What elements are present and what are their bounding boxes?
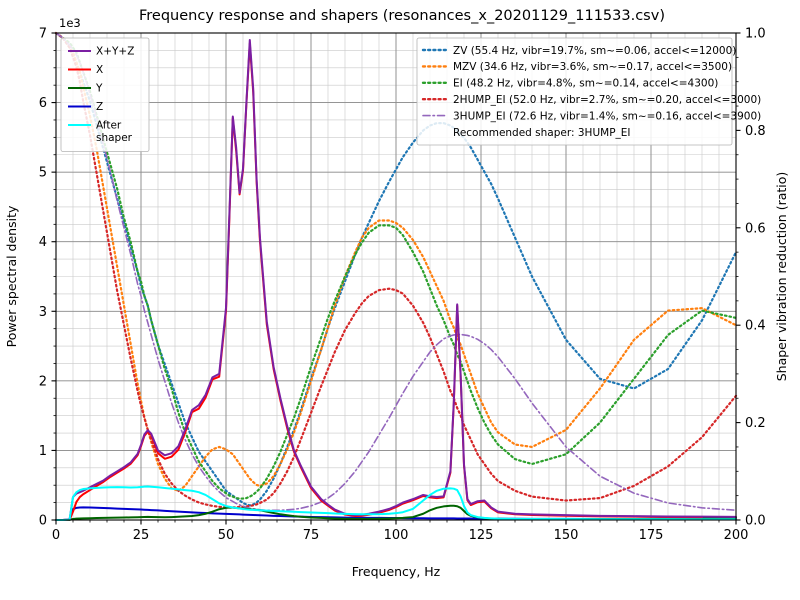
legend-left-label-3: Z — [96, 101, 103, 113]
legend-right-label-0: ZV (55.4 Hz, vibr=19.7%, sm~=0.06, accel… — [453, 45, 736, 57]
chart-title: Frequency response and shapers (resonanc… — [139, 8, 665, 24]
x-axis-title: Frequency, Hz — [352, 564, 441, 579]
y-left-tick-label: 7 — [39, 27, 47, 42]
y-right-tick-label: 0.6 — [745, 221, 766, 236]
y-left-tick-label: 4 — [39, 235, 47, 250]
y-left-tick-label: 6 — [39, 96, 47, 111]
y-right-tick-label: 0.0 — [745, 514, 766, 529]
x-tick-label: 200 — [724, 528, 749, 543]
y-right-tick-label: 0.8 — [745, 124, 766, 139]
y-left-tick-label: 0 — [39, 514, 47, 529]
y-left-tick-label: 1 — [39, 444, 47, 459]
x-tick-label: 175 — [639, 528, 664, 543]
curve-psd-z — [55, 506, 737, 521]
legend-left-label-2: Y — [95, 83, 103, 95]
legend-right-label-4: 3HUMP_EI (72.6 Hz, vibr=1.4%, sm~=0.16, … — [453, 110, 761, 122]
y-left-tick-label: 5 — [39, 166, 47, 181]
curve-shaper-2hump_ei — [54, 31, 738, 509]
x-tick-label: 25 — [133, 528, 150, 543]
curve-psd-y — [55, 504, 737, 521]
y-left-tick-label: 3 — [39, 305, 47, 320]
legend-right-box — [416, 37, 733, 146]
curve-psd-after-shaper — [55, 485, 737, 521]
recommended-shaper-label: Recommended shaper: 3HUMP_EI — [453, 127, 631, 139]
labels-group: Frequency response and shapers (resonanc… — [4, 8, 789, 579]
y-axis-title: Power spectral density — [4, 205, 19, 347]
legend-left-box — [60, 37, 150, 152]
y-axis-right-title: Shaper vibration reduction (ratio) — [774, 172, 789, 382]
legend-left-label-0: X+Y+Z — [96, 46, 134, 58]
y-left-tick-label: 2 — [39, 374, 47, 389]
y-right-tick-label: 0.2 — [745, 416, 766, 431]
y-right-tick-label: 0.4 — [745, 319, 766, 334]
legend-right-label-3: 2HUMP_EI (52.0 Hz, vibr=2.7%, sm~=0.20, … — [453, 94, 761, 106]
x-tick-label: 125 — [469, 528, 494, 543]
x-tick-label: 0 — [52, 528, 60, 543]
x-tick-label: 150 — [554, 528, 579, 543]
x-tick-label: 100 — [384, 528, 409, 543]
legend-left-label-4: shaper — [96, 132, 133, 144]
legend-left-label-4: After — [96, 120, 122, 132]
x-tick-label: 50 — [218, 528, 235, 543]
ticks-group: 0 25 50 75 100 125 150 175 200 0 1 2 3 4 5 6 7 0.0 0.2 0.4 0… — [39, 27, 766, 544]
legend-right-label-2: EI (48.2 Hz, vibr=4.8%, sm~=0.14, accel<… — [453, 78, 718, 90]
x-tick-label: 75 — [303, 528, 320, 543]
y-axis-offset-label: 1e3 — [59, 16, 81, 30]
curve-shaper-mzv — [54, 31, 738, 492]
curve-shaper-3hump_ei — [55, 32, 737, 512]
curve-shaper-ei — [54, 31, 738, 500]
legend-right[interactable]: ZV (55.4 Hz, vibr=19.7%, sm~=0.06, accel… — [416, 37, 761, 146]
curve-psd-x-y-z — [55, 38, 737, 521]
legend-right-label-1: MZV (34.6 Hz, vibr=3.6%, sm~=0.17, accel… — [453, 61, 732, 73]
y-right-tick-label: 1.0 — [745, 27, 766, 42]
legend-left-label-1: X — [96, 64, 103, 76]
